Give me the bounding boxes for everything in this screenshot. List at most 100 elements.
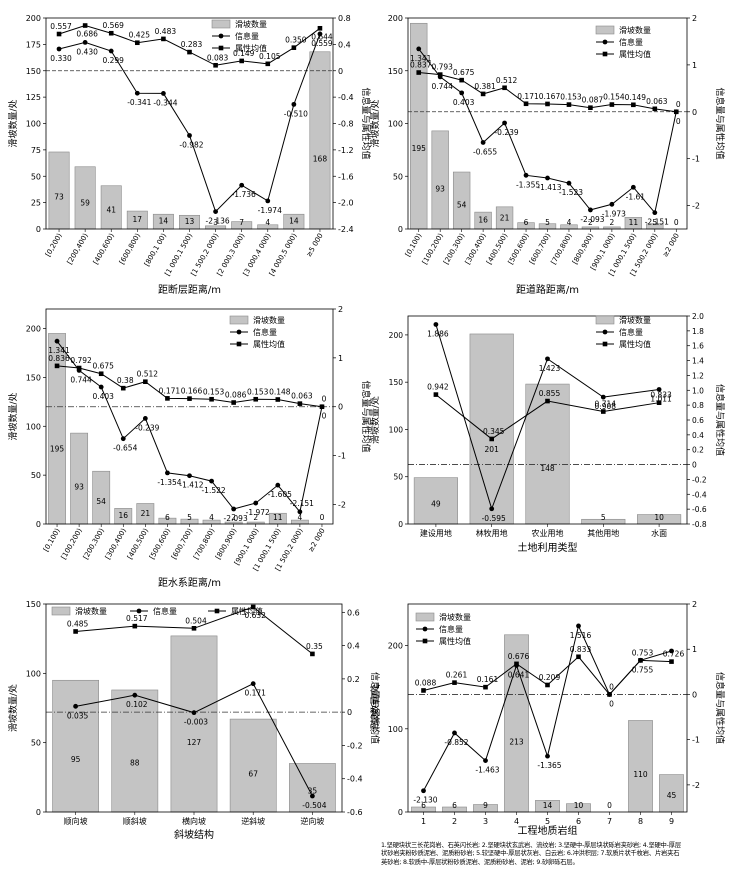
attr-mean-marker	[609, 102, 615, 107]
y2-tick-label: -0.8	[338, 120, 354, 129]
legend-label: 信息量	[439, 624, 463, 634]
x-axis-title: 距水系距离/m	[158, 576, 221, 589]
x-tick-label: [0,100)	[42, 527, 62, 553]
legend-swatch-square	[602, 51, 608, 57]
attr-mean-value-label: 0.161	[477, 675, 499, 684]
y2-tick-label: -0.4	[347, 775, 363, 784]
bar-value-label: 127	[187, 738, 202, 747]
legend-label: 属性均值	[439, 636, 471, 646]
y-axis-title: 滑坡数量/处	[7, 392, 19, 440]
x-tick-label: ≥2 000	[307, 527, 327, 553]
info-value-label: 1.341	[410, 54, 432, 63]
legend-swatch-bar	[211, 19, 231, 29]
y2-tick-label: 2	[692, 600, 697, 609]
info-marker	[82, 39, 88, 45]
attr-mean-marker	[82, 23, 88, 28]
bar	[48, 151, 70, 230]
info-value-label: -1.354	[157, 478, 181, 487]
info-marker	[187, 473, 192, 479]
x-tick-label: [400,600)	[92, 232, 116, 266]
x-tick-label: 1	[421, 817, 426, 826]
info-marker	[108, 48, 114, 54]
y2-tick-label: 0.4	[692, 431, 704, 440]
info-marker	[459, 90, 465, 96]
y2-tick-label: -0.2	[692, 475, 707, 484]
info-marker	[480, 140, 486, 145]
bar-value-label: 49	[431, 499, 441, 508]
y2-tick-label: -1	[692, 155, 700, 164]
attr-mean-marker	[452, 680, 457, 685]
legend-swatch-bar	[595, 25, 615, 35]
legend-swatch-bar	[229, 315, 249, 325]
x-tick-label: 3	[483, 817, 488, 826]
info-marker	[452, 730, 457, 736]
x-tick-label: [300,400)	[104, 527, 128, 561]
x-tick-label: 7	[607, 817, 612, 826]
info-value-label: -0.510	[284, 109, 308, 118]
bar-value-label: 10	[654, 513, 664, 522]
info-marker	[187, 133, 192, 138]
attr-mean-marker	[480, 91, 486, 97]
attr-mean-marker	[253, 396, 259, 402]
y2-tick-label: -0.6	[692, 505, 707, 514]
y-tick-label: 50	[31, 172, 41, 181]
info-marker	[588, 207, 593, 213]
attr-mean-marker	[669, 659, 674, 664]
attr-mean-value-label: 0	[609, 682, 614, 691]
attr-mean-value-label: 0.283	[181, 40, 203, 49]
y2-tick-label: -0.4	[338, 93, 354, 102]
x-tick-label: 建设用地	[420, 528, 452, 538]
bar-value-label: 195	[412, 144, 427, 153]
info-value-label: -1.355	[516, 180, 540, 189]
y2-tick-label: -1	[692, 736, 700, 745]
attr-mean-value-label: 0.675	[92, 362, 114, 371]
info-marker	[669, 648, 674, 654]
attr-mean-marker	[416, 70, 422, 75]
info-marker	[638, 657, 643, 663]
x-tick-label: [600,700)	[170, 527, 194, 561]
x-axis-title: 土地利用类型	[518, 541, 578, 554]
legend-swatch-circle	[236, 329, 242, 335]
info-marker	[489, 506, 495, 512]
info-marker	[652, 210, 658, 216]
legend-swatch-square	[422, 638, 428, 644]
attr-mean-value-label: 0.632	[244, 611, 266, 620]
info-marker	[545, 356, 550, 362]
info-value-label: 0.171	[244, 689, 266, 698]
y2-tick-label: 0	[347, 708, 352, 717]
attr-mean-marker	[656, 400, 662, 405]
y2-tick-label: -0.8	[692, 520, 707, 529]
x-axis-title: 距断层距离/m	[158, 283, 221, 296]
info-value-label: -0.852	[444, 738, 468, 747]
x-tick-label: [600,700)	[528, 232, 552, 266]
y-tick-label: 150	[26, 600, 41, 609]
bar	[229, 718, 277, 813]
bar-value-label: 54	[96, 497, 106, 506]
y2-tick-label: 0	[338, 67, 343, 76]
legend-swatch-circle	[218, 33, 224, 39]
bar-value-label: 0	[674, 218, 679, 227]
y-axis-title: 滑坡数量/处	[369, 396, 381, 444]
attr-mean-marker	[54, 363, 60, 369]
bar-value-label: 6	[421, 801, 426, 810]
attr-mean-value-label: 0	[322, 395, 327, 404]
bar-value-label: 21	[141, 509, 151, 518]
attr-mean-marker	[209, 396, 214, 402]
info-value-label: 0.430	[76, 47, 98, 56]
legend-label: 属性均值	[231, 606, 263, 616]
attr-mean-value-label: 0.726	[663, 650, 685, 659]
info-value-label: 0.330	[50, 54, 72, 63]
chart-panel-5: 95 88 127 67 35 0 50 100 150 -0.6 -0.4 -0.2 0 0.2 0.4 0…	[7, 600, 381, 841]
y2-tick-label: 1.4	[692, 357, 704, 366]
y-axis-title: 滑坡数量/处	[369, 99, 381, 147]
legend-swatch-circle	[136, 608, 142, 614]
info-value-label: 1.516	[570, 631, 592, 640]
attr-mean-marker	[265, 61, 271, 67]
x-tick-label: 农业用地	[532, 528, 564, 538]
bar-value-label: 35	[308, 787, 318, 796]
attr-mean-value-label: 0.171	[159, 386, 181, 395]
info-value-label: -2.151	[290, 499, 314, 508]
